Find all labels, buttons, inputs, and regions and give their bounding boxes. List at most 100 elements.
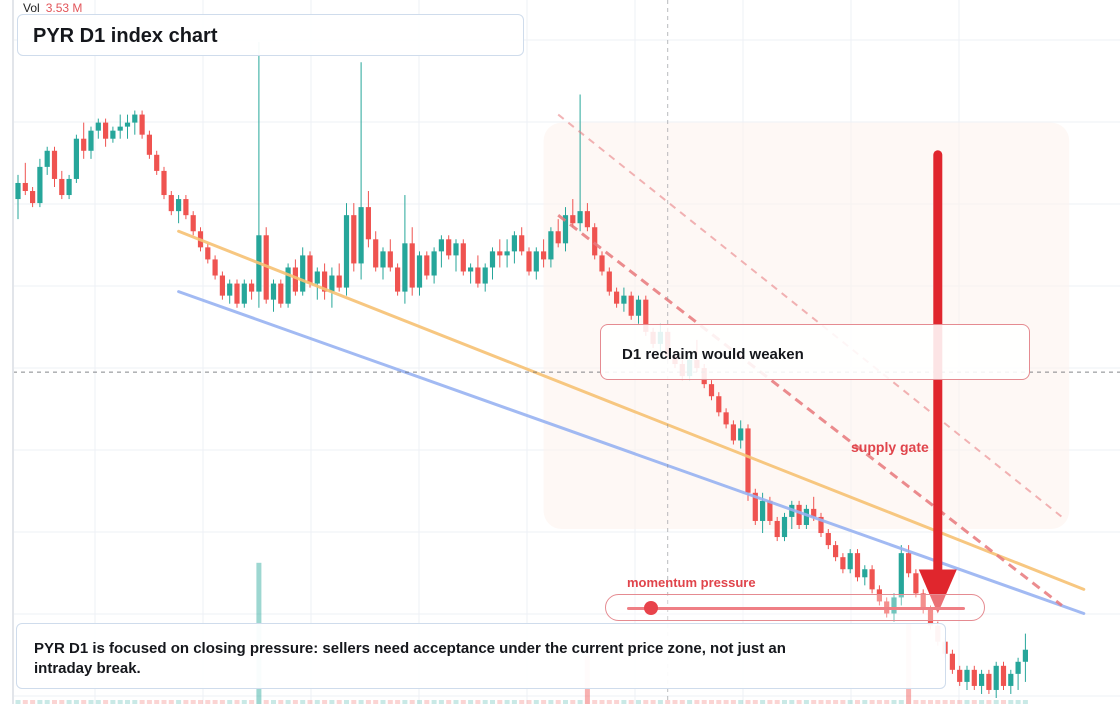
volume-bar [1001,700,1006,704]
volume-bar [767,700,773,704]
candle [971,665,977,690]
analysis-note-panel: PYR D1 is focused on closing pressure: s… [16,623,946,689]
analysis-note-text: PYR D1 is focused on closing pressure: s… [34,640,786,677]
volume-bar [475,700,481,704]
candle [15,174,21,220]
candle [241,279,247,308]
volume-bar [855,700,860,704]
volume-bar [971,700,977,704]
volume-bar [833,700,839,704]
candle [752,488,758,525]
candle [825,529,831,550]
candle [44,146,50,175]
volume-value: 3.53 M [45,1,83,15]
volume-bar [964,700,970,704]
volume-bar [760,700,766,704]
volume-bar [453,700,459,704]
candle [95,118,101,139]
candle [380,247,386,280]
candle [446,235,452,260]
candle [387,239,393,272]
momentum-handle[interactable] [643,601,658,615]
candle [840,553,846,574]
candle [176,195,182,224]
candle [1008,669,1014,694]
candle [373,231,379,272]
volume-bar [519,700,525,704]
support-line-orange[interactable] [177,229,1086,591]
volume-bar [263,700,269,704]
volume-bar [329,700,335,704]
candle [497,239,503,268]
volume-bar [993,700,999,704]
candle [30,186,36,208]
volume-bar [862,700,868,704]
volume-bar [285,700,291,704]
volume-bar [468,700,474,704]
candle [431,247,437,284]
volume-bar [570,700,576,704]
candle [526,247,532,276]
candle [212,255,218,280]
candle [803,504,809,530]
volume-bar [278,700,284,704]
candle [438,235,444,268]
volume-bar [716,700,722,704]
volume-bar [526,700,532,704]
volume-bar [657,700,663,704]
candle [869,565,875,594]
candle [716,392,722,417]
volume-bar [1008,700,1014,704]
candle [833,541,839,562]
candle [66,174,72,200]
volume-bar [22,700,28,704]
candle [424,251,430,280]
volume-bar [446,700,452,704]
volume-bar [336,700,342,704]
candle [949,649,955,674]
candle [59,170,65,200]
volume-bar [891,700,897,704]
volume-bar [818,700,824,704]
candle [979,669,985,694]
candle [745,424,751,501]
trend-line-blue[interactable] [177,290,1086,616]
candle [475,255,481,288]
momentum-slider[interactable] [605,594,985,621]
volume-bar [490,700,495,704]
volume-bar [825,700,831,704]
candle [489,247,496,280]
volume-indicator: Vol 3.53 M [23,1,82,15]
candle [460,239,466,276]
volume-bar [103,700,109,704]
resistance-line-dashed[interactable] [557,213,1063,607]
resistance-line-faint[interactable] [557,113,1063,518]
chart-title: PYR D1 index chart [33,25,218,47]
candle [986,669,992,694]
volume-bar [694,700,700,704]
candle [606,267,612,296]
volume-bar [949,700,955,704]
reclaim-callout[interactable]: D1 reclaim would weaken [600,324,1030,380]
candle [599,251,605,276]
candle [577,94,583,232]
volume-bar [650,700,656,704]
volume-bar [37,700,43,704]
volume-bar [438,700,444,704]
volume-bar [913,700,919,704]
volume-bar [81,700,87,704]
volume-bar [986,700,992,704]
candle [964,665,970,690]
candle [913,569,919,598]
candle [482,263,488,292]
supply-zone-label: supply gate [851,439,929,455]
volume-bar [52,700,57,704]
volume-bar [672,700,678,704]
candle [51,146,58,187]
volume-bar [132,700,138,704]
candle [139,110,145,139]
volume-bar [66,700,72,704]
volume-bar [351,700,357,704]
candle [270,279,277,312]
volume-bar [497,700,503,704]
